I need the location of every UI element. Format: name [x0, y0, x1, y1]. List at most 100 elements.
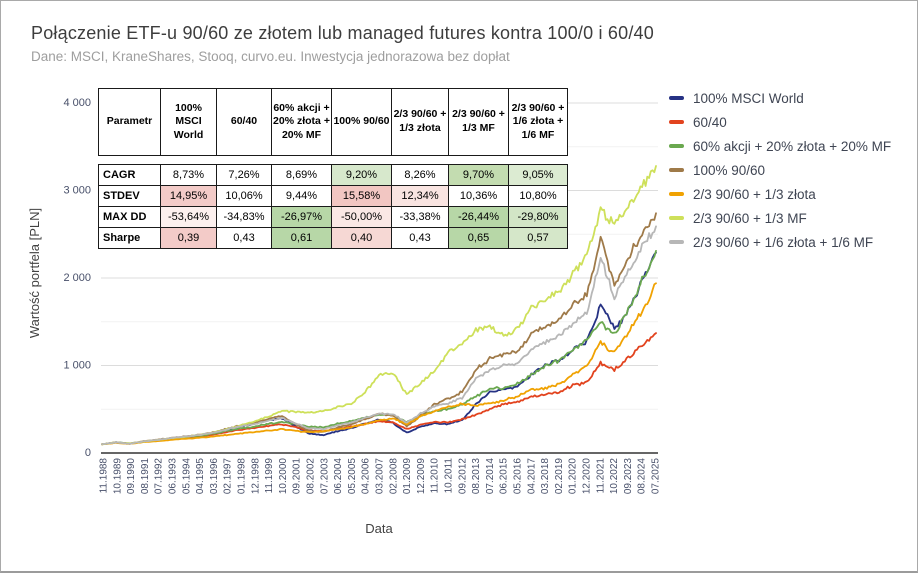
- stats-value-cell: 8,73%: [160, 164, 217, 186]
- stats-value-cell: 10,80%: [508, 185, 568, 207]
- stats-table-body: CAGR 8,73% 7,26% 8,69% 9,20% 8,26% 9,70% 9,05% S…: [98, 164, 568, 249]
- x-tick-label: 08.2002: [306, 458, 317, 495]
- stats-table-gap: [98, 156, 567, 164]
- x-tick-label: 02.2019: [554, 458, 565, 495]
- stats-table: Parametr 100% MSCI World 60/40 60% akcji + …: [98, 88, 568, 249]
- x-tick-label: 04.2006: [361, 458, 372, 495]
- stats-row-label: CAGR: [98, 164, 161, 186]
- stats-row-max-dd: MAX DD -53,64% -34,83% -26,97% -50,00% -33,38…: [98, 206, 568, 228]
- stats-value-cell: 8,26%: [391, 164, 449, 186]
- stats-row-label: Sharpe: [98, 227, 161, 249]
- x-tick-label: 10.2000: [278, 458, 289, 495]
- series-line-6: [101, 225, 657, 446]
- stats-value-cell: 9,44%: [271, 185, 332, 207]
- stats-value-cell: 9,70%: [448, 164, 509, 186]
- stats-header-strategy: 60% akcji + 20% złota + 20% MF: [271, 88, 332, 156]
- legend-label: 2/3 90/60 + 1/3 MF: [693, 210, 807, 226]
- legend-swatch: [669, 168, 684, 172]
- x-tick-label: 12.2009: [416, 458, 427, 495]
- legend-label: 100% MSCI World: [693, 90, 804, 106]
- stats-row-stdev: STDEV 14,95% 10,06% 9,44% 15,58% 12,34% 10,36%…: [98, 185, 568, 207]
- stats-table-header: Parametr 100% MSCI World 60/40 60% akcji + …: [98, 88, 568, 156]
- stats-value-cell: -26,97%: [271, 206, 332, 228]
- x-tick-label: 12.2020: [582, 458, 593, 495]
- series-line-2: [101, 249, 657, 446]
- x-tick-label: 05.1994: [181, 458, 192, 495]
- legend-item-5: 2/3 90/60 + 1/3 MF: [669, 210, 891, 226]
- stats-value-cell: 0,43: [391, 227, 449, 249]
- stats-value-cell: 10,36%: [448, 185, 509, 207]
- x-tick-label: 10.2022: [609, 458, 620, 495]
- stats-value-cell: 0,40: [331, 227, 392, 249]
- legend-swatch: [669, 96, 684, 100]
- y-tick-label: 0: [85, 447, 91, 459]
- x-tick-label: 01.2009: [402, 458, 413, 495]
- legend-label: 60% akcji + 20% złota + 20% MF: [693, 138, 892, 154]
- x-tick-label: 05.2005: [347, 458, 358, 495]
- legend-item-1: 60/40: [669, 114, 891, 130]
- x-tick-label: 06.2015: [499, 458, 510, 495]
- x-tick-label: 10.2011: [444, 458, 455, 494]
- chart-subtitle: Dane: MSCI, KraneShares, Stooq, curvo.eu…: [31, 49, 510, 64]
- x-tick-label: 08.1991: [140, 458, 151, 495]
- y-axis-title: Wartość portfela [PLN]: [27, 208, 42, 338]
- x-tick-label: 04.1995: [195, 458, 206, 495]
- stats-header-strategy: 2/3 90/60 + 1/6 złota + 1/6 MF: [508, 88, 568, 156]
- stats-value-cell: 0,39: [160, 227, 217, 249]
- x-tick-label: 07.2025: [651, 458, 662, 495]
- stats-value-cell: 12,34%: [391, 185, 449, 207]
- x-tick-label: 07.2003: [319, 458, 330, 495]
- y-tick-label: 4 000: [63, 97, 91, 109]
- x-tick-label: 03.2007: [375, 458, 386, 495]
- stats-value-cell: -34,83%: [216, 206, 272, 228]
- x-tick-label: 06.2004: [333, 458, 344, 495]
- legend-label: 60/40: [693, 114, 727, 130]
- x-tick-label: 11.1988: [99, 458, 110, 494]
- stats-value-cell: 9,20%: [331, 164, 392, 186]
- stats-row-label: STDEV: [98, 185, 161, 207]
- x-tick-label: 07.2014: [485, 458, 496, 495]
- stats-header-strategy: 60/40: [216, 88, 272, 156]
- x-tick-label: 03.2018: [540, 458, 551, 495]
- stats-header-strategy: 2/3 90/60 + 1/3 złota: [391, 88, 449, 156]
- x-tick-label: 09.1990: [126, 458, 137, 495]
- chart-title: Połączenie ETF-u 90/60 ze złotem lub man…: [31, 23, 654, 43]
- stats-value-cell: 14,95%: [160, 185, 217, 207]
- stats-value-cell: 15,58%: [331, 185, 392, 207]
- x-tick-label: 11.2010: [430, 458, 441, 494]
- stats-header-strategy: 2/3 90/60 + 1/3 MF: [448, 88, 509, 156]
- legend: 100% MSCI World 60/40 60% akcji + 20% złot…: [669, 91, 891, 259]
- x-tick-label: 08.2024: [637, 458, 648, 495]
- stats-value-cell: 9,05%: [508, 164, 568, 186]
- x-tick-label: 09.2012: [457, 458, 468, 495]
- legend-item-4: 2/3 90/60 + 1/3 złota: [669, 187, 891, 202]
- x-tick-label: 09.2023: [623, 458, 634, 495]
- legend-item-6: 2/3 90/60 + 1/6 złota + 1/6 MF: [669, 235, 891, 250]
- stats-value-cell: 0,65: [448, 227, 509, 249]
- stats-value-cell: -26,44%: [448, 206, 509, 228]
- x-tick-label: 02.2008: [388, 458, 399, 495]
- y-tick-label: 1 000: [63, 360, 91, 372]
- legend-swatch: [669, 216, 684, 220]
- stats-value-cell: -53,64%: [160, 206, 217, 228]
- stats-value-cell: 0,57: [508, 227, 568, 249]
- stats-value-cell: -50,00%: [331, 206, 392, 228]
- x-tick-label: 03.1996: [209, 458, 220, 495]
- x-tick-label: 08.2013: [471, 458, 482, 495]
- legend-swatch: [669, 144, 684, 148]
- x-tick-label: 02.1997: [223, 458, 234, 495]
- stats-value-cell: 7,26%: [216, 164, 272, 186]
- series-line-4: [101, 282, 657, 446]
- stats-body-rows: CAGR 8,73% 7,26% 8,69% 9,20% 8,26% 9,70% 9,05% S…: [98, 164, 568, 249]
- stats-header-row: Parametr 100% MSCI World 60/40 60% akcji + …: [98, 88, 568, 156]
- x-tick-label: 11.1999: [264, 458, 275, 494]
- stats-value-cell: 10,06%: [216, 185, 272, 207]
- stats-value-cell: 8,69%: [271, 164, 332, 186]
- legend-label: 100% 90/60: [693, 162, 766, 178]
- stats-header-parametr: Parametr: [98, 88, 161, 156]
- stats-value-cell: 0,61: [271, 227, 332, 249]
- x-tick-label: 01.2020: [568, 458, 579, 495]
- x-tick-label: 01.1998: [237, 458, 248, 495]
